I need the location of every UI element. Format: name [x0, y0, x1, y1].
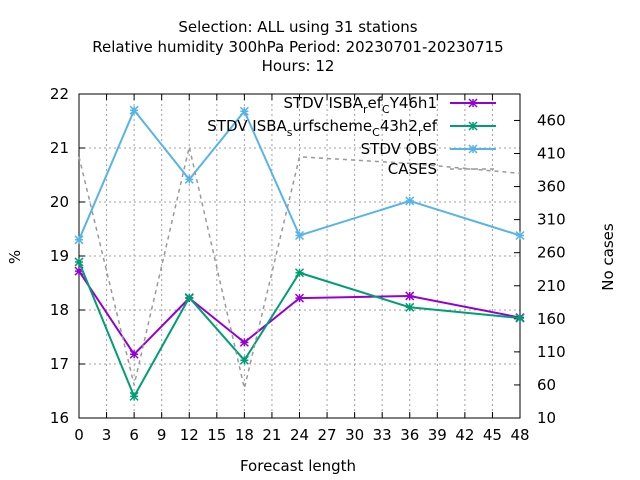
legend-entry: STDV ISBArefCY46h1	[283, 94, 496, 116]
data-point	[130, 350, 138, 358]
axes: 0 3 6 9 12 15 18 21 24 27 30 33 36 39 42 45 481617181920…	[50, 85, 566, 444]
y2-tick-label: 110	[537, 343, 566, 361]
x-tick-label: 24	[290, 426, 309, 444]
legend-label-part: Y46h1	[389, 94, 437, 112]
data-point	[296, 231, 304, 239]
legend-label-part: CASES	[388, 160, 437, 178]
y-tick-label: 16	[50, 409, 69, 427]
legend-label-part: STDV ISBA	[207, 117, 287, 135]
legend-label: CASES	[388, 160, 437, 178]
title-line-2: Relative humidity 300hPa Period: 2023070…	[92, 38, 503, 56]
y-tick-label: 20	[50, 193, 69, 211]
x-tick-label: 45	[483, 426, 502, 444]
legend-marker	[469, 145, 477, 153]
y-axis-title: %	[6, 250, 24, 264]
legend-label-part: ef	[367, 94, 382, 112]
legend-label-part: 43h2	[380, 117, 418, 135]
data-point	[406, 292, 414, 300]
x-tick-label: 39	[428, 426, 447, 444]
legend-marker	[469, 122, 477, 130]
data-point	[130, 392, 138, 400]
y-tick-label: 22	[50, 85, 69, 103]
y-tick-label: 19	[50, 247, 69, 265]
y2-tick-label: 460	[537, 111, 566, 129]
data-point	[130, 106, 138, 114]
title-line-3: Hours: 12	[262, 57, 335, 75]
y2-tick-label: 410	[537, 145, 566, 163]
x-tick-label: 36	[400, 426, 419, 444]
data-point	[185, 175, 193, 183]
x-tick-label: 42	[455, 426, 474, 444]
data-point	[296, 294, 304, 302]
legend-entry: STDV ISBAsurfschemeC43h2ref	[207, 117, 496, 139]
series-3	[79, 147, 520, 388]
legend-marker	[469, 99, 477, 107]
x-tick-label: 33	[373, 426, 392, 444]
x-tick-label: 9	[157, 426, 167, 444]
y-tick-label: 18	[50, 301, 69, 319]
data-point	[516, 231, 524, 239]
y2-tick-label: 60	[537, 376, 556, 394]
y2-tick-label: 160	[537, 310, 566, 328]
series-line	[79, 147, 520, 388]
legend-label-part: ef	[422, 117, 437, 135]
legend-label-part: STDV OBS	[361, 140, 437, 158]
legend-label: STDV OBS	[361, 140, 437, 158]
x-tick-label: 15	[207, 426, 226, 444]
y2-axis-title: No cases	[599, 223, 617, 291]
x-tick-label: 6	[129, 426, 139, 444]
data-point	[240, 356, 248, 364]
x-tick-label: 18	[235, 426, 254, 444]
grid	[79, 94, 520, 418]
x-tick-label: 3	[102, 426, 112, 444]
x-tick-label: 21	[262, 426, 281, 444]
legend-label: STDV ISBArefCY46h1	[283, 94, 437, 116]
data-point	[75, 236, 83, 244]
y-tick-label: 21	[50, 139, 69, 157]
x-tick-label: 12	[180, 426, 199, 444]
legend-label-part: STDV ISBA	[283, 94, 363, 112]
series-line	[79, 271, 520, 354]
data-point	[516, 314, 524, 322]
data-point	[406, 303, 414, 311]
data-point	[240, 338, 248, 346]
legend-label-part: urfscheme	[293, 117, 373, 135]
title-line-1: Selection: ALL using 31 stations	[178, 18, 417, 36]
legend-label: STDV ISBAsurfschemeC43h2ref	[207, 117, 437, 139]
data-point	[240, 107, 248, 115]
data-point	[406, 197, 414, 205]
y2-tick-label: 10	[537, 409, 556, 427]
x-tick-label: 48	[510, 426, 529, 444]
data-point	[296, 269, 304, 277]
chart-title: Selection: ALL using 31 stations Relativ…	[92, 18, 503, 75]
y2-tick-label: 310	[537, 211, 566, 229]
y-tick-label: 17	[50, 355, 69, 373]
data-point	[185, 294, 193, 302]
x-tick-label: 30	[345, 426, 364, 444]
legend-entry: STDV OBS	[361, 140, 496, 158]
y2-tick-label: 210	[537, 277, 566, 295]
x-tick-label: 0	[74, 426, 84, 444]
y2-tick-label: 260	[537, 244, 566, 262]
x-tick-label: 27	[318, 426, 337, 444]
y2-tick-label: 360	[537, 178, 566, 196]
data-point	[75, 258, 83, 266]
x-axis-title: Forecast length	[240, 457, 356, 475]
